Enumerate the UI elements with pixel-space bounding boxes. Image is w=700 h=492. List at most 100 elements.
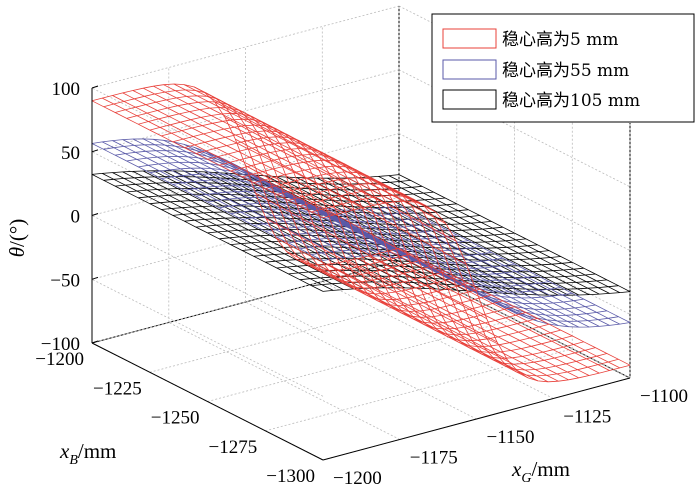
surface-mesh-line	[91, 100, 324, 219]
grid-line	[91, 87, 324, 206]
axes-box-front	[91, 88, 631, 461]
surface-mesh-line	[368, 255, 600, 374]
surface-mesh-line	[398, 205, 631, 323]
surface-mesh-line	[91, 143, 324, 261]
surface-mesh-line	[398, 247, 631, 366]
z-axis-label: θ/(°)	[5, 219, 29, 258]
surface-mesh-line	[378, 176, 610, 294]
surface-mesh-line	[122, 139, 354, 257]
surface-mesh-line	[153, 170, 385, 289]
z-tick-label: 50	[61, 143, 80, 164]
grid-line	[91, 69, 400, 153]
surface-mesh-line	[378, 253, 610, 371]
surface-mesh-line	[316, 264, 549, 383]
z-tick-label: 0	[71, 207, 81, 228]
surface-mesh-line	[388, 206, 620, 325]
surface-mesh-line	[224, 117, 457, 242]
grid-line	[322, 281, 554, 399]
surface-mesh-line	[245, 165, 477, 292]
surface-mesh-line	[112, 172, 344, 290]
surface-mesh-line	[163, 139, 395, 258]
surface-mesh-line	[327, 208, 559, 326]
surface-mesh-line	[306, 203, 539, 322]
grid-line	[398, 133, 631, 251]
surface-mesh-line	[143, 87, 375, 206]
x-tick-label: −1200	[35, 349, 84, 370]
x-axis-line	[91, 342, 324, 461]
legend-label-series-2: 稳心高为55 mm	[502, 61, 629, 81]
surface-mesh-line	[357, 209, 590, 328]
surface-mesh-line	[327, 263, 559, 382]
legend-swatch-series-1	[442, 28, 497, 49]
z-tick-mark	[91, 213, 99, 216]
surface-mesh-line	[398, 174, 631, 292]
legend-box	[431, 13, 695, 123]
y-tick-label: −1100	[640, 386, 688, 407]
legend-swatch-series-2	[442, 59, 497, 80]
surface-mesh-line	[102, 97, 334, 216]
surface-mesh-line	[204, 92, 436, 213]
y-axis-label: xG/mm	[511, 457, 570, 486]
surface-mesh-line	[224, 172, 457, 291]
surface-mesh-line	[337, 209, 569, 328]
legend-label-series-3: 稳心高为105 mm	[502, 91, 640, 111]
surface-mesh-line	[112, 95, 344, 213]
x-tick-label: −1225	[93, 378, 142, 399]
grid-line	[168, 322, 400, 440]
surface-mesh-line	[102, 141, 334, 260]
grid-line	[149, 289, 457, 373]
surface-mesh-line	[276, 237, 508, 360]
y-axis-line	[322, 377, 631, 461]
surface-mesh-line	[265, 218, 498, 343]
surface-mesh-line	[245, 170, 477, 292]
surface-mesh-line	[296, 200, 528, 319]
z-tick-mark	[91, 85, 99, 89]
z-tick-label: −50	[50, 270, 80, 291]
legend: 稳心高为5 mm 稳心高为55 mm 稳心高为105 mm	[431, 13, 695, 123]
x-tick-label: −1250	[151, 408, 200, 429]
surface-mesh-line	[337, 262, 569, 381]
surface-mesh-line	[122, 171, 354, 290]
grid-line	[91, 133, 400, 216]
surface-mesh-line	[102, 173, 334, 291]
y-tick-label: −1200	[333, 468, 382, 489]
z-tick-label: −100	[41, 334, 80, 355]
z-tick-mark	[91, 149, 99, 153]
surface-mesh-line	[183, 84, 416, 203]
y-tick-label: −1125	[563, 407, 611, 428]
surface-mesh-line	[316, 177, 549, 296]
surface-mesh-line	[91, 174, 324, 292]
surface-mesh-line	[214, 101, 446, 224]
surface-mesh-line	[286, 195, 518, 315]
grid-line	[91, 151, 324, 270]
x-tick-label: −1300	[266, 466, 315, 487]
surface-mesh-line	[132, 138, 365, 257]
grid-line	[398, 260, 631, 379]
legend-swatch-series-3	[442, 89, 497, 110]
surface-mesh-line	[378, 208, 610, 326]
surface-mesh-line	[112, 140, 344, 258]
surface-mesh-line	[255, 193, 487, 320]
grid-line	[91, 5, 400, 89]
grid-line	[398, 196, 631, 315]
surfaces	[91, 83, 631, 383]
surface-mesh-line	[357, 258, 590, 376]
surface-series-1	[91, 83, 631, 383]
grid-line	[91, 215, 324, 333]
z-tick-mark	[91, 276, 99, 280]
surface-mesh-line	[173, 170, 406, 289]
grid-line	[245, 301, 477, 420]
surface-mesh-line	[388, 250, 620, 369]
surface-mesh-line	[153, 85, 385, 204]
surface-mesh-line	[306, 262, 539, 382]
z-tick-label: 100	[52, 79, 81, 100]
grid-line	[398, 69, 631, 188]
surface-mesh-line	[235, 138, 467, 265]
surface-mesh-line	[347, 260, 579, 379]
surface-mesh-line	[388, 175, 620, 293]
y-tick-label: −1150	[487, 427, 535, 448]
y-tick-label: −1175	[410, 448, 458, 469]
surface-mesh-line	[153, 138, 385, 257]
